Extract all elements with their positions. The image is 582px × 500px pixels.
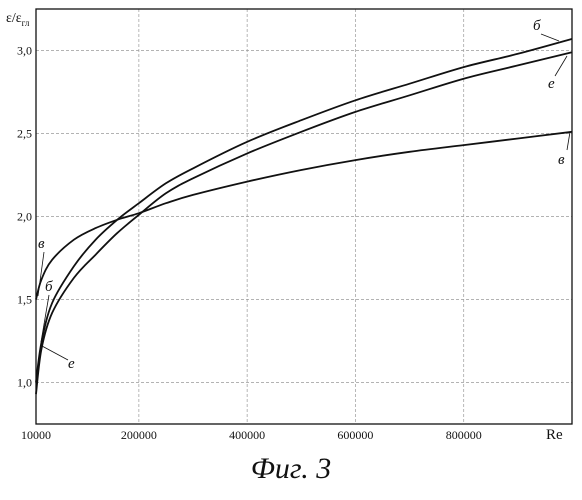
label-e-left-leader <box>42 346 68 360</box>
y-tick-label: 3,0 <box>17 44 32 58</box>
series-v-line <box>36 132 572 300</box>
x-axis-label: Re <box>546 427 563 443</box>
label-v-right: в <box>558 152 565 168</box>
label-b-right: б <box>533 18 541 34</box>
series-b-line <box>36 39 572 383</box>
x-tick-label: 800000 <box>446 428 482 442</box>
label-v-left: в <box>38 236 45 252</box>
y-tick-label: 2,5 <box>17 127 32 141</box>
label-b-right-leader <box>541 34 559 41</box>
y-tick-label: 1,5 <box>17 293 32 307</box>
x-tick-label: 10000 <box>21 428 51 442</box>
y-tick-labels: 1,0 1,5 2,0 2,5 3,0 <box>17 44 32 390</box>
y-axis-label: ε/εгл <box>6 11 30 28</box>
series-e-line <box>36 52 572 394</box>
y-tick-label: 1,0 <box>17 376 32 390</box>
label-b-left: б <box>45 279 53 295</box>
x-tick-label: 600000 <box>337 428 373 442</box>
y-axis-label-subscript: гл <box>22 18 30 28</box>
x-tick-label: 400000 <box>229 428 265 442</box>
figure-caption: Фиг. 3 <box>0 452 582 486</box>
label-e-right: е <box>548 76 555 92</box>
label-v-right-leader <box>567 132 570 150</box>
x-tick-labels: 10000 200000 400000 600000 800000 <box>21 428 482 442</box>
label-e-left: е <box>68 356 75 372</box>
x-tick-label: 200000 <box>121 428 157 442</box>
label-e-right-leader <box>555 56 567 76</box>
y-tick-label: 2,0 <box>17 210 32 224</box>
y-axis-label-main: ε/ε <box>6 11 22 26</box>
